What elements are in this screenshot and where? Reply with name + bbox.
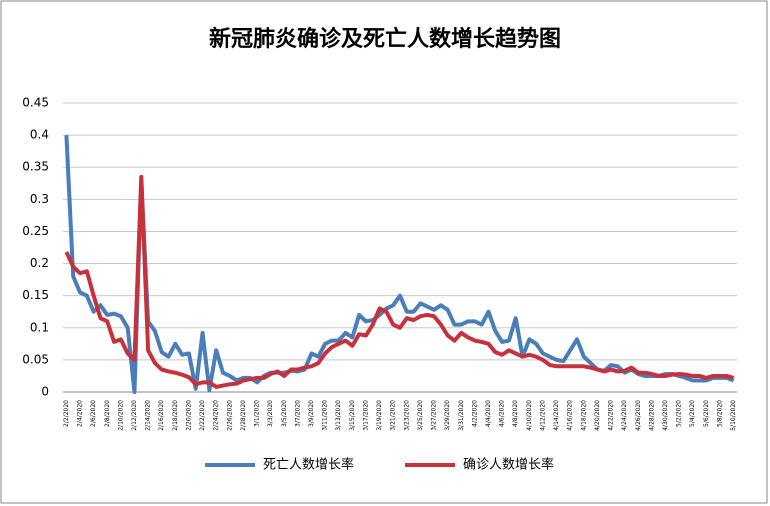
x-tick-label: 3/19/2020 [376,400,383,431]
y-tick-label: 0.35 [22,160,49,174]
y-tick-label: 0.05 [22,352,49,366]
x-tick-label: 3/17/2020 [362,400,369,431]
x-tick-label: 3/23/2020 [403,400,410,431]
x-tick-label: 3/3/2020 [267,400,274,427]
x-tick-label: 4/28/2020 [648,400,655,431]
x-tick-label: 4/2/2020 [471,400,478,427]
x-tick-label: 4/16/2020 [567,400,574,431]
x-tick-label: 4/24/2020 [621,400,628,431]
x-tick-label: 2/24/2020 [213,400,220,431]
x-tick-label: 4/22/2020 [608,400,615,431]
x-tick-label: 4/30/2020 [662,400,669,431]
x-tick-label: 4/12/2020 [539,400,546,431]
y-tick-label: 0.4 [30,128,49,142]
x-tick-label: 5/4/2020 [689,400,696,427]
y-tick-label: 0.25 [22,224,49,238]
x-tick-label: 4/8/2020 [512,400,519,427]
x-tick-label: 3/21/2020 [390,400,397,431]
x-tick-label: 3/1/2020 [254,400,261,427]
x-tick-label: 3/13/2020 [335,400,342,431]
x-tick-label: 5/10/2020 [730,400,737,431]
x-tick-label: 3/29/2020 [444,400,451,431]
x-tick-label: 2/14/2020 [145,400,152,431]
y-tick-label: 0.1 [30,320,49,334]
y-tick-label: 0.2 [30,256,49,270]
x-tick-label: 3/15/2020 [349,400,356,431]
x-tick-label: 2/6/2020 [90,400,97,427]
x-tick-label: 3/7/2020 [294,400,301,427]
x-tick-label: 2/18/2020 [172,400,179,431]
x-tick-label: 5/6/2020 [703,400,710,427]
x-tick-label: 3/9/2020 [308,400,315,427]
y-tick-label: 0.3 [30,192,49,206]
x-tick-label: 5/2/2020 [676,400,683,427]
x-tick-label: 4/20/2020 [594,400,601,431]
y-tick-label: 0.45 [22,96,49,110]
x-tick-label: 3/31/2020 [458,400,465,431]
chart-title: 新冠肺炎确诊及死亡人数增长趋势图 [209,26,561,52]
x-tick-label: 2/2/2020 [63,400,70,427]
x-tick-label: 3/25/2020 [417,400,424,431]
series-line [64,174,735,389]
y-tick-label: 0.15 [22,288,49,302]
x-tick-label: 3/5/2020 [281,400,288,427]
legend-label: 死亡人数增长率 [263,457,354,473]
x-tick-label: 2/4/2020 [77,400,84,427]
x-tick-label: 4/4/2020 [485,400,492,427]
x-tick-label: 4/14/2020 [553,400,560,431]
x-tick-label: 2/28/2020 [240,400,247,431]
x-tick-label: 2/16/2020 [158,400,165,431]
y-tick-label: 0 [41,385,49,399]
x-tick-label: 2/20/2020 [185,400,192,431]
x-tick-label: 2/10/2020 [117,400,124,431]
x-tick-label: 2/22/2020 [199,400,206,431]
x-tick-label: 2/8/2020 [104,400,111,427]
x-tick-label: 4/26/2020 [635,400,642,431]
x-tick-label: 4/6/2020 [499,400,506,427]
x-tick-label: 3/11/2020 [322,400,329,431]
x-tick-label: 2/12/2020 [131,400,138,431]
x-tick-label: 3/27/2020 [431,400,438,431]
x-tick-label: 5/8/2020 [716,400,723,427]
x-tick-label: 4/10/2020 [526,400,533,431]
x-tick-label: 2/26/2020 [226,400,233,431]
x-tick-label: 4/18/2020 [580,400,587,431]
legend-label: 确诊人数增长率 [463,457,554,473]
